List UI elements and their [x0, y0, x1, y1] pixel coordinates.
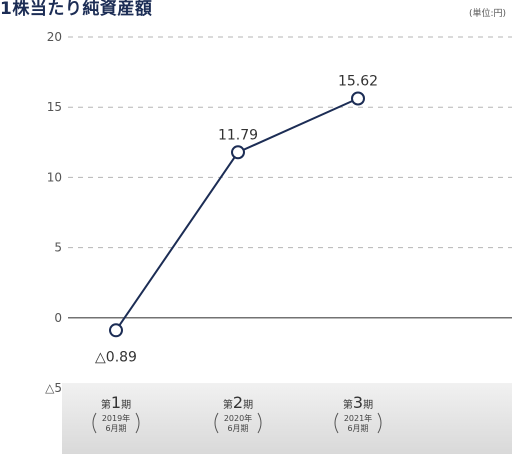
period-year: 2020年 [224, 413, 252, 423]
data-point [109, 323, 123, 338]
period-month: 6月期 [227, 424, 248, 433]
period-bracket-left [214, 412, 219, 434]
data-point [351, 91, 365, 106]
y-tick-label: △5 [45, 381, 62, 395]
y-tick-label: 15 [47, 100, 62, 114]
unit-label: (単位:円) [468, 9, 506, 19]
period-label: 第3期 [343, 393, 373, 412]
period-label: 第2期 [223, 393, 253, 412]
period-label: 第1期 [101, 393, 131, 412]
period-bracket-right [377, 412, 382, 434]
y-tick-label: 5 [54, 241, 62, 255]
period-bracket-left [334, 412, 339, 434]
chart-title: 1株当たり純資産額 [0, 0, 153, 19]
data-point [231, 145, 245, 160]
period-bracket-right [257, 412, 262, 434]
period-month: 6月期 [347, 424, 368, 433]
y-tick-label: 0 [54, 311, 62, 325]
data-label: 15.62 [338, 73, 378, 89]
period-year: 2019年 [102, 413, 130, 423]
period-band [62, 383, 512, 454]
y-tick-label: 10 [47, 170, 62, 184]
data-label: 11.79 [218, 127, 258, 143]
period-bracket-right [135, 412, 140, 434]
period-bracket-left [92, 412, 97, 434]
period-year: 2021年 [344, 413, 372, 423]
y-tick-label: 20 [47, 30, 62, 44]
data-label: △0.89 [95, 349, 137, 365]
period-month: 6月期 [105, 424, 126, 433]
